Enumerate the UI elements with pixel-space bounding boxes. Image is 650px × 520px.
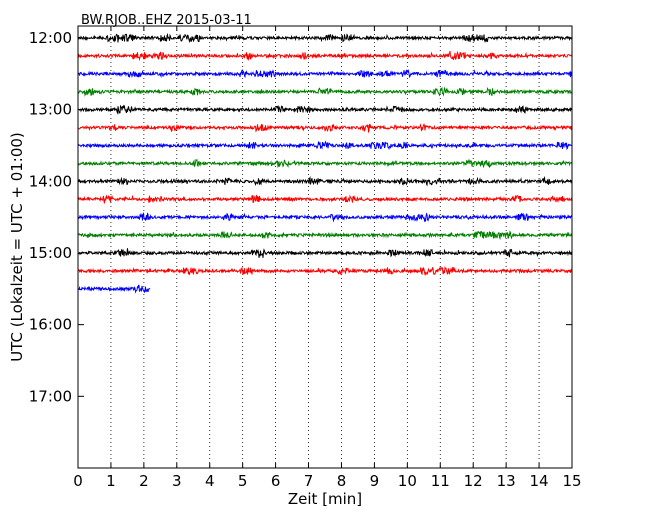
x-axis-label: Zeit [min] <box>288 490 362 508</box>
x-tick-label: 5 <box>238 472 248 490</box>
x-tick-label: 2 <box>139 472 149 490</box>
seismic-trace <box>77 104 573 115</box>
seismic-trace <box>77 248 573 258</box>
y-tick-label: 14:00 <box>29 172 72 190</box>
seismic-trace <box>77 140 573 151</box>
x-tick-label: 14 <box>530 472 549 490</box>
x-tick-label: 7 <box>304 472 314 490</box>
y-tick-label: 13:00 <box>29 101 72 119</box>
seismic-trace <box>77 68 573 79</box>
seismic-trace <box>77 194 573 204</box>
x-tick-label: 8 <box>337 472 347 490</box>
seismic-trace <box>77 32 573 44</box>
x-tick-label: 9 <box>370 472 380 490</box>
seismic-trace <box>77 123 573 134</box>
x-tick-label: 1 <box>106 472 116 490</box>
x-tick-label: 6 <box>271 472 281 490</box>
trace-layer <box>77 32 573 294</box>
seismic-trace <box>77 265 573 277</box>
x-tick-label: 3 <box>172 472 182 490</box>
x-tick-label: 11 <box>431 472 450 490</box>
x-tick-label: 10 <box>398 472 417 490</box>
x-tick-label: 4 <box>205 472 215 490</box>
x-tick-label: 0 <box>73 472 83 490</box>
plot-frame <box>77 25 573 469</box>
chart-title: BW.RJOB..EHZ 2015-03-11 <box>81 13 252 28</box>
seismic-trace <box>77 50 573 62</box>
y-tick-label: 16:00 <box>29 316 72 334</box>
y-tick-label: 15:00 <box>29 244 72 262</box>
seismic-trace <box>77 284 151 294</box>
x-tick-label: 15 <box>562 472 581 490</box>
seismic-trace <box>77 176 573 187</box>
seismic-trace <box>77 212 573 223</box>
tick-layer: 0 1 2 3 4 5 6 7 8 9 10 11 12 13 14 1512:0013:0014:0015:… <box>29 26 582 490</box>
x-tick-label: 12 <box>464 472 483 490</box>
y-tick-label: 17:00 <box>29 387 72 405</box>
grid-layer <box>110 26 540 468</box>
seismic-trace <box>77 86 573 97</box>
seismic-trace <box>77 158 573 169</box>
y-axis-label: UTC (Lokalzeit = UTC + 01:00) <box>8 132 26 362</box>
x-tick-label: 13 <box>497 472 516 490</box>
seismic-trace <box>77 230 573 241</box>
y-tick-label: 12:00 <box>29 29 72 47</box>
